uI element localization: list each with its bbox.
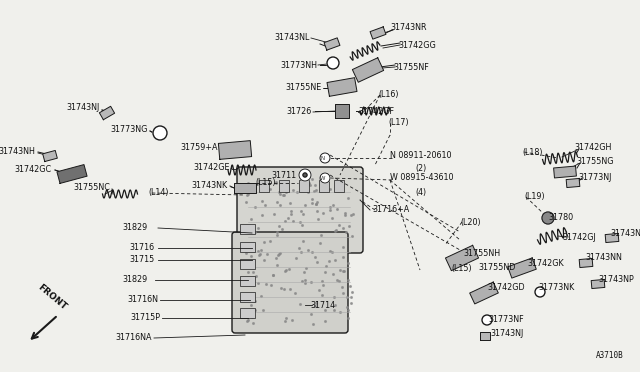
- Text: 31742GJ: 31742GJ: [562, 232, 596, 241]
- Circle shape: [327, 57, 339, 69]
- Circle shape: [320, 173, 330, 183]
- Text: 31773NK: 31773NK: [538, 283, 574, 292]
- Text: 31773NF: 31773NF: [488, 315, 524, 324]
- Text: 31742GC: 31742GC: [15, 166, 52, 174]
- Text: N 08911-20610: N 08911-20610: [390, 151, 451, 160]
- Text: 31715: 31715: [130, 256, 155, 264]
- Text: 31755NC: 31755NC: [73, 183, 110, 192]
- Text: 31742GD: 31742GD: [487, 283, 525, 292]
- Text: 31715P: 31715P: [130, 314, 160, 323]
- Text: (4): (4): [415, 187, 426, 196]
- Circle shape: [542, 212, 554, 224]
- Polygon shape: [579, 259, 593, 267]
- Text: 31742GF: 31742GF: [358, 108, 394, 116]
- Text: FRONT: FRONT: [36, 283, 68, 312]
- Polygon shape: [370, 27, 386, 39]
- Text: 31716NA: 31716NA: [115, 334, 152, 343]
- Text: (L16): (L16): [378, 90, 399, 99]
- Text: 31742GG: 31742GG: [398, 41, 436, 49]
- Polygon shape: [234, 183, 256, 193]
- Circle shape: [299, 169, 311, 181]
- Bar: [319, 180, 329, 192]
- Text: 31743NL: 31743NL: [275, 33, 310, 42]
- Text: (2): (2): [415, 164, 426, 173]
- Text: 31759+A: 31759+A: [180, 144, 218, 153]
- Bar: [334, 180, 344, 192]
- Bar: [240, 292, 255, 302]
- Bar: [299, 180, 309, 192]
- Text: 31742GH: 31742GH: [574, 142, 611, 151]
- Circle shape: [482, 315, 492, 325]
- Text: 31716+A: 31716+A: [372, 205, 409, 215]
- Text: A3710B: A3710B: [596, 351, 624, 360]
- Polygon shape: [99, 106, 115, 120]
- Text: 31755NF: 31755NF: [393, 62, 429, 71]
- Bar: [240, 308, 255, 318]
- Text: 31773NG: 31773NG: [111, 125, 148, 135]
- Circle shape: [153, 126, 167, 140]
- Text: 31743NJ: 31743NJ: [490, 330, 524, 339]
- Text: 31743NR: 31743NR: [390, 23, 426, 32]
- Text: 31829: 31829: [123, 276, 148, 285]
- Text: 31755ND: 31755ND: [478, 263, 515, 273]
- Polygon shape: [327, 78, 357, 96]
- Text: (L20): (L20): [460, 218, 481, 227]
- Text: 31743NN: 31743NN: [585, 253, 622, 263]
- Bar: [240, 224, 255, 234]
- Polygon shape: [335, 104, 349, 118]
- Text: 31743NP: 31743NP: [598, 276, 634, 285]
- Polygon shape: [605, 234, 619, 243]
- Text: 31773NH: 31773NH: [280, 61, 317, 70]
- Polygon shape: [554, 166, 577, 178]
- Polygon shape: [480, 332, 490, 340]
- Polygon shape: [508, 258, 536, 278]
- Polygon shape: [324, 38, 340, 50]
- Bar: [279, 180, 289, 192]
- Polygon shape: [591, 279, 605, 289]
- Text: 31726: 31726: [287, 108, 312, 116]
- Text: 31742GE: 31742GE: [193, 164, 230, 173]
- Bar: [240, 276, 255, 286]
- Polygon shape: [43, 150, 58, 161]
- Polygon shape: [57, 164, 87, 183]
- Text: 31755NG: 31755NG: [576, 157, 614, 167]
- Polygon shape: [353, 58, 383, 82]
- Text: (L15): (L15): [255, 179, 276, 187]
- Text: 31773NJ: 31773NJ: [578, 173, 611, 182]
- Circle shape: [535, 287, 545, 297]
- Polygon shape: [470, 282, 499, 304]
- Text: N: N: [321, 157, 325, 161]
- Text: 31716N: 31716N: [127, 295, 158, 305]
- Text: 31755NH: 31755NH: [463, 248, 500, 257]
- Polygon shape: [566, 179, 580, 187]
- FancyBboxPatch shape: [232, 232, 348, 333]
- Text: 31780: 31780: [548, 214, 573, 222]
- Text: 31755NE: 31755NE: [285, 83, 322, 93]
- Text: 31743NK: 31743NK: [192, 182, 228, 190]
- Circle shape: [320, 153, 330, 163]
- Text: 31742GK: 31742GK: [527, 259, 564, 267]
- Bar: [259, 180, 269, 192]
- Text: 31711: 31711: [272, 170, 297, 180]
- Polygon shape: [445, 245, 479, 271]
- Text: W 08915-43610: W 08915-43610: [390, 173, 454, 183]
- Text: W: W: [320, 176, 326, 182]
- Text: (L15): (L15): [451, 263, 472, 273]
- Bar: [240, 242, 255, 252]
- Text: 31743NJ: 31743NJ: [67, 103, 100, 112]
- Text: 31743NH: 31743NH: [0, 148, 35, 157]
- Text: 31829: 31829: [123, 224, 148, 232]
- FancyBboxPatch shape: [237, 167, 363, 253]
- Circle shape: [303, 173, 307, 177]
- Text: (L14): (L14): [148, 189, 168, 198]
- Text: (L17): (L17): [388, 119, 408, 128]
- Polygon shape: [218, 141, 252, 159]
- Text: 31743NM: 31743NM: [610, 228, 640, 237]
- Bar: [240, 259, 255, 269]
- Text: (L19): (L19): [524, 192, 545, 202]
- Text: 31714: 31714: [310, 301, 335, 310]
- Text: (L18): (L18): [522, 148, 543, 157]
- Text: 31716: 31716: [130, 244, 155, 253]
